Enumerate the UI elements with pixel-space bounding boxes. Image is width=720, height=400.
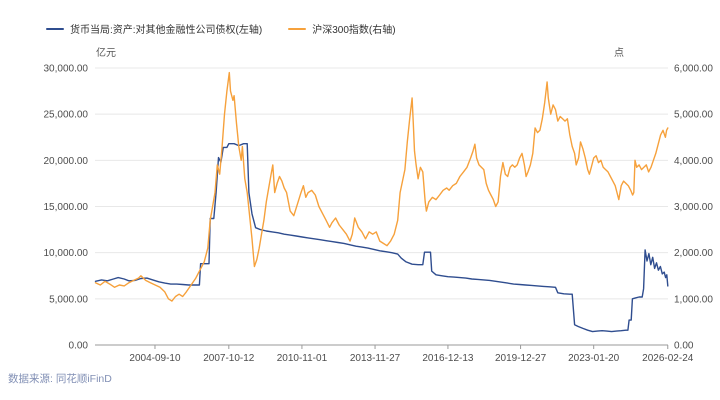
left-axis-tick-label: 25,000.00	[44, 110, 89, 121]
right-axis-tick-label: 1,000.00	[674, 294, 713, 305]
x-axis-tick-label: 2010-11-01	[277, 353, 328, 364]
left-axis-tick-label: 5,000.00	[49, 294, 88, 305]
right-axis-tick-label: 0.00	[674, 341, 694, 352]
right-axis-tick-label: 4,000.00	[674, 156, 713, 167]
x-axis-tick-label: 2019-12-27	[495, 353, 547, 364]
x-axis-tick-label: 2004-09-10	[129, 353, 181, 364]
right-axis-unit: 点	[614, 48, 624, 59]
orange-line-marker-icon	[288, 27, 307, 30]
left-axis-tick-label: 15,000.00	[44, 202, 89, 213]
left-axis-tick-label: 20,000.00	[44, 156, 89, 167]
x-axis-tick-label: 2013-11-27	[350, 353, 401, 364]
x-axis-tick-label: 2026-02-24	[642, 353, 694, 364]
left-axis-tick-label: 10,000.00	[44, 248, 89, 259]
legend: 货币当局:资产:对其他金融性公司债权(左轴) 沪深300指数(右轴)	[46, 21, 396, 36]
series-line-claims	[94, 142, 669, 333]
data-source-label: 数据来源: 同花顺iFinD	[8, 373, 112, 385]
right-axis-tick-label: 2,000.00	[674, 248, 713, 259]
x-axis-tick-label: 2016-12-13	[422, 353, 474, 364]
legend-label-csi300: 沪深300指数(右轴)	[312, 25, 396, 36]
legend-item-csi300[interactable]: 沪深300指数(右轴)	[288, 21, 396, 36]
blue-line-marker-icon	[46, 27, 64, 30]
right-axis-tick-label: 5,000.00	[674, 110, 713, 121]
x-axis-tick-label: 2023-01-20	[568, 353, 620, 364]
left-axis-tick-label: 30,000.00	[44, 64, 89, 75]
x-axis-tick-label: 2007-10-12	[203, 353, 255, 364]
legend-item-claims[interactable]: 货币当局:资产:对其他金融性公司债权(左轴)	[46, 21, 262, 36]
right-axis-tick-label: 3,000.00	[674, 202, 713, 213]
right-axis-tick-label: 6,000.00	[674, 64, 713, 75]
series-line-csi300	[94, 71, 669, 302]
left-axis-unit: 亿元	[96, 48, 116, 59]
left-axis-tick-label: 0.00	[69, 341, 89, 352]
legend-label-claims: 货币当局:资产:对其他金融性公司债权(左轴)	[70, 25, 263, 36]
